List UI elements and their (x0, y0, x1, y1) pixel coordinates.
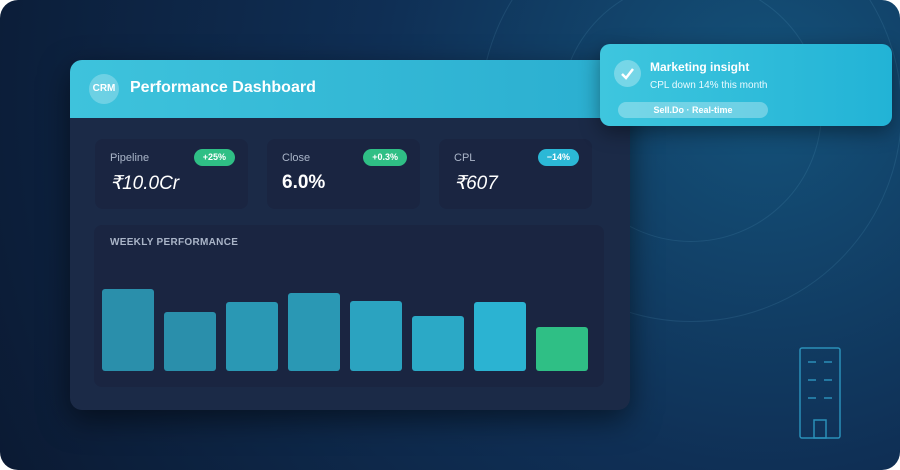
bar (102, 289, 154, 371)
kpi-badge: +0.3% (363, 149, 407, 166)
header: CRM Performance Dashboard (70, 60, 630, 118)
bar (288, 293, 340, 371)
toast-message: CPL down 14% this month (650, 80, 768, 91)
toast-title: Marketing insight (650, 60, 750, 74)
check-icon (614, 60, 641, 87)
kpi-badge: −14% (537, 149, 579, 166)
bar (412, 316, 464, 371)
kpi-label: Close (282, 152, 311, 164)
kpi-card: Pipeline +25% ₹10.0Cr (95, 139, 248, 209)
bar (474, 302, 526, 371)
kpi-value: 6.0% (282, 172, 326, 193)
chart-card: WEEKLY PERFORMANCE (94, 225, 604, 387)
bar (226, 302, 278, 371)
kpi-value: ₹607 (454, 173, 498, 194)
toast[interactable]: Marketing insight CPL down 14% this mont… (600, 44, 892, 126)
kpi-value: ₹10.0Cr (110, 173, 180, 194)
kpi-label: CPL (454, 152, 476, 164)
kpi-card: CPL −14% ₹607 (439, 139, 592, 209)
kpi-label: Pipeline (110, 152, 150, 164)
dashboard-card: CRM Performance Dashboard Pipeline +25% ₹1… (70, 60, 630, 410)
toast-tag: Sell.Do · Real-time (618, 102, 768, 118)
kpi-badge: +25% (193, 149, 235, 166)
building-icon (799, 347, 841, 439)
bar (536, 327, 588, 371)
kpi-card: Close +0.3% 6.0% (267, 139, 420, 209)
bar (350, 301, 402, 371)
bar-chart (102, 289, 588, 371)
logo: CRM (89, 74, 119, 104)
dashboard-title: Performance Dashboard (130, 79, 316, 96)
bar (164, 312, 216, 371)
chart-title: WEEKLY PERFORMANCE (110, 237, 239, 248)
